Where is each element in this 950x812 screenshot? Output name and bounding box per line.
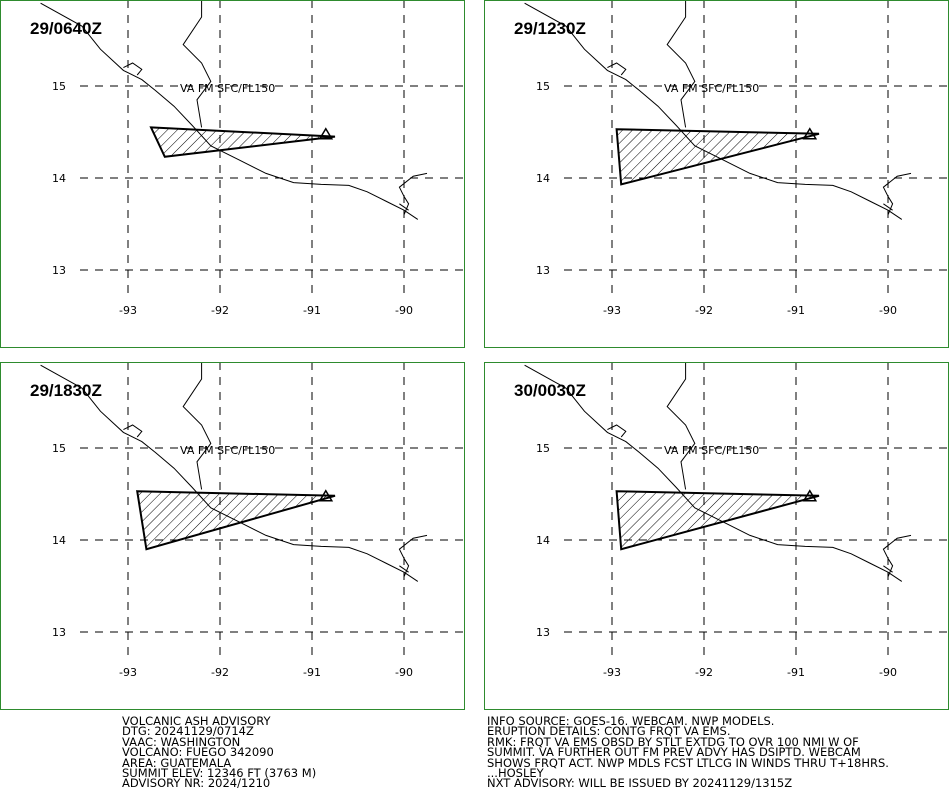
lat-tick-label: 14 [536,534,550,547]
border-line [666,362,696,490]
lon-tick-label: -91 [787,666,805,679]
lat-tick-label: 13 [52,626,66,639]
panel-title: 30/0030Z [514,381,586,400]
east-border-line [398,534,428,577]
coast-inlet [607,62,627,76]
lat-tick-label: 14 [536,172,550,185]
lon-tick-label: -92 [695,666,713,679]
panel-title: 29/0640Z [30,19,102,38]
advisory-line: ...HOSLEY [487,766,544,781]
lat-tick-label: 15 [52,442,66,455]
advisory-line: SUMMIT ELEV: 12346 FT (3763 M) [122,766,317,781]
advisory-line: AREA: GUATEMALA [122,755,232,770]
lon-tick-label: -93 [603,666,621,679]
lon-tick-label: -92 [695,304,713,317]
map-panel-1: -93 -92 -91 -90 15 14 13 VA FM SFC/FL150 29/0640… [0,0,465,348]
lon-tick-label: -90 [395,666,413,679]
map-panel-3: -93 -92 -91 -90 15 14 13 VA FM SFC/FL150 29/1830… [0,362,465,710]
lon-tick-label: -90 [879,666,897,679]
lon-tick-label: -91 [303,304,321,317]
border-line [182,362,212,490]
east-border-line [399,565,409,573]
volcano-icon [318,127,334,140]
ash-level-label: VA FM SFC/FL150 [664,444,759,457]
ash-level-label: VA FM SFC/FL150 [180,444,275,457]
lon-tick-label: -93 [119,304,137,317]
map-panel-4: -93 -92 -91 -90 15 14 13 VA FM SFC/FL150 30/0030… [484,362,949,710]
advisory-info-right: INFO SOURCE: GOES-16. WEBCAM. NWP MODELS… [487,714,889,791]
volcano-icon [802,489,818,502]
volcano-icon [802,127,818,140]
east-border-line [883,565,893,573]
border-line [182,0,212,128]
lon-tick-label: -91 [303,666,321,679]
advisory-line: ADVISORY NR: 2024/1210 [122,776,271,791]
border-line [666,0,696,128]
coast-inlet [123,62,143,76]
lon-tick-label: -90 [395,304,413,317]
lat-tick-label: 13 [536,626,550,639]
panel-title: 29/1230Z [514,19,586,38]
lon-tick-label: -92 [211,304,229,317]
ash-polygon [149,126,336,158]
panel-frame [484,362,949,710]
volcano-icon [318,489,334,502]
ash-level-label: VA FM SFC/FL150 [664,82,759,95]
advisory-line: RMK: FRQT VA EMS OBSD BY STLT EXTDG TO O… [487,734,859,749]
lon-tick-label: -90 [879,304,897,317]
lat-tick-label: 13 [536,264,550,277]
lon-tick-label: -93 [119,666,137,679]
coastline [40,2,419,220]
map-panels: -93 -92 -91 -90 15 14 13 VA FM SFC/FL150 29/0640… [0,0,949,710]
panel-title: 29/1830Z [30,381,102,400]
advisory-line: INFO SOURCE: GOES-16. WEBCAM. NWP MODELS… [487,714,775,728]
advisory-line: ERUPTION DETAILS: CONTG FRQT VA EMS. [487,724,731,739]
advisory-line: SUMMIT. VA FURTHER OUT FM PREV ADVY HAS … [487,745,861,760]
east-border-line [883,203,893,211]
east-border-line [882,172,912,215]
east-border-line [398,172,428,215]
coast-inlet [123,424,143,438]
east-border-line [882,534,912,577]
advisory-line: SHOWS FRQT ACT. NWP MDLS FCST LTLCG IN W… [487,755,889,770]
ash-polygon [136,490,336,551]
lat-tick-label: 13 [52,264,66,277]
panel-frame [0,0,465,348]
lat-tick-label: 14 [52,172,66,185]
coast-inlet [607,424,627,438]
panel-frame [0,362,465,710]
advisory-info-left: VOLCANIC ASH ADVISORY DTG: 20241129/0714… [122,714,317,791]
lat-tick-label: 15 [536,442,550,455]
ash-polygon [615,128,820,186]
lon-tick-label: -91 [787,304,805,317]
map-panel-2: -93 -92 -91 -90 15 14 13 VA FM SFC/FL150 29/1230… [484,0,949,348]
ash-level-label: VA FM SFC/FL150 [180,82,275,95]
ash-polygon [615,490,820,551]
lon-tick-label: -93 [603,304,621,317]
advisory-line: NXT ADVISORY: WILL BE ISSUED BY 20241129… [487,776,793,791]
lat-tick-label: 15 [52,80,66,93]
lat-tick-label: 15 [536,80,550,93]
advisory-line: DTG: 20241129/0714Z [122,724,254,739]
east-border-line [399,203,409,211]
lat-tick-label: 14 [52,534,66,547]
panel-frame [484,0,949,348]
advisory-line: VOLCANO: FUEGO 342090 [122,745,274,760]
lon-tick-label: -92 [211,666,229,679]
advisory-line: VOLCANIC ASH ADVISORY [122,714,271,728]
advisory-line: VAAC: WASHINGTON [122,734,241,749]
